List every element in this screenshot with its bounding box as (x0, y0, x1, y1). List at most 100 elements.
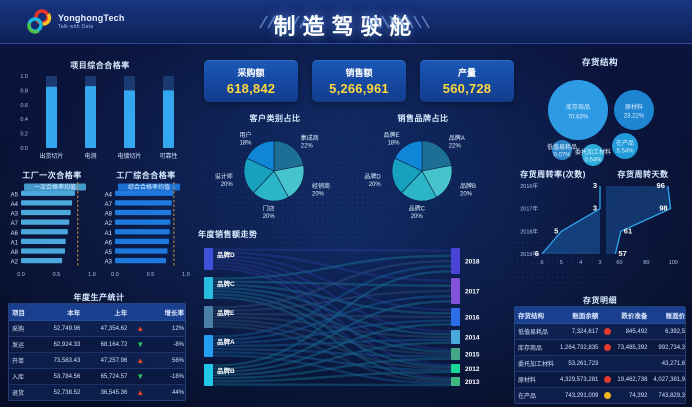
bubble-低值易耗品[interactable] (552, 140, 572, 160)
chart-text: 2017 (465, 289, 480, 296)
inventory-table[interactable]: 存货结构账面余额跌价准备账面价值低值易耗品7,324,617 845,4926,3… (515, 307, 685, 403)
pie-slice-品牌A[interactable] (421, 140, 452, 172)
table-row[interactable]: 开单 73,583.43 47,257.96 ▲ 56% (9, 352, 185, 369)
table-row[interactable]: 退货 52,738.52 36,545.36 ▲ 44% (9, 384, 185, 400)
chart-text: 2016 (465, 315, 480, 322)
kpi-card-purchase[interactable]: 采购额 618,842 (204, 60, 298, 102)
status-badge (601, 323, 615, 340)
kpi-card-output[interactable]: 产量 560,728 (420, 60, 514, 102)
turnover-days-area (606, 186, 671, 254)
production-table[interactable]: 项目 本年 上年 增长率 采购 52,749.96 47,354.62 ▲ 12% 发运 62,92… (9, 304, 185, 400)
pie-slice-设计师[interactable] (243, 157, 275, 194)
chart-text: 60 (616, 260, 622, 266)
sankey-node-2018[interactable] (451, 248, 460, 274)
pie-slice-集成商[interactable] (273, 140, 304, 172)
pie-slice-用户[interactable] (246, 140, 275, 172)
th-1: 本年 (36, 304, 84, 321)
sankey-node-品牌D[interactable] (204, 248, 213, 270)
kpi-card-sales[interactable]: 销售额 5,266,961 (312, 60, 406, 102)
trend-down-icon: ▼ (130, 368, 151, 385)
bar-A1[interactable] (21, 238, 66, 244)
chart-text: 0.07% (553, 153, 571, 159)
table-row[interactable]: 发运 62,924.33 68,164.72 ▼ -8% (9, 336, 185, 353)
sankey-link (212, 248, 452, 252)
cell-item: 发运 (9, 336, 37, 353)
sankey-node-品牌E[interactable] (204, 306, 213, 328)
table-row[interactable]: 采购 52,749.96 47,354.62 ▲ 12% (9, 320, 185, 337)
bar-A8[interactable] (21, 248, 66, 254)
bar-A6[interactable] (21, 229, 68, 235)
sankey-node-2016[interactable] (451, 308, 460, 326)
chart-text: 0.4 (20, 117, 28, 123)
bar-A5[interactable] (21, 190, 75, 196)
cell-previous: 68,164.72 (83, 336, 131, 353)
bar-A3[interactable] (115, 257, 167, 264)
chart-text: 品牌B (217, 366, 235, 375)
pie-slice-品牌D[interactable] (391, 157, 423, 194)
chart-text: 品牌E (217, 308, 235, 317)
bar-A7[interactable] (115, 200, 172, 206)
th-flag (601, 307, 615, 324)
bar-A2[interactable] (21, 257, 63, 264)
sankey-link (212, 254, 452, 311)
sankey-node-品牌B[interactable] (204, 364, 213, 386)
inventory-turnover-days-title: 存货周转天数 (617, 170, 669, 179)
bubble-在产品[interactable] (612, 133, 638, 159)
bar-A6[interactable] (115, 238, 169, 244)
cell-structure: 低值易耗品 (515, 323, 558, 340)
bar-project-电镀切片[interactable] (124, 90, 135, 148)
chart-text: A5 (11, 192, 19, 198)
bar-A4[interactable] (115, 190, 174, 196)
pie-slice-经销商[interactable] (273, 165, 305, 198)
chart-text: 集成商 (301, 134, 319, 142)
sankey-link (212, 286, 452, 336)
factory-first-pass-title: 工厂一次合格率 (22, 171, 82, 180)
cell-growth: -18% (150, 368, 185, 385)
th-4: 增长率 (150, 304, 185, 321)
bar-A2[interactable] (115, 219, 171, 225)
sankey-link (212, 270, 452, 367)
pie-slice-门店[interactable] (253, 170, 289, 202)
chart-text: 1.0 (182, 272, 190, 278)
sankey-node-品牌C[interactable] (204, 277, 213, 299)
pie-slice-品牌B[interactable] (421, 165, 453, 198)
bubble-原材料[interactable] (614, 90, 654, 130)
chart-text: 3 (593, 204, 597, 213)
pie-slice-品牌E[interactable] (394, 140, 423, 172)
bar-A8[interactable] (115, 209, 172, 216)
cell-previous: 47,354.62 (83, 320, 131, 337)
bar-A4[interactable] (21, 200, 73, 206)
chart-text: 20% (263, 214, 276, 220)
bar-project-可靠性[interactable] (163, 90, 174, 148)
chart-text: 18% (239, 141, 252, 147)
bar-project-电测[interactable] (85, 86, 96, 148)
bar-A1[interactable] (115, 229, 170, 235)
sankey-node-2014[interactable] (451, 330, 460, 344)
cell-provision: 74,392 (614, 387, 651, 403)
sankey-node-品牌A[interactable] (204, 335, 213, 357)
bubble-库存商品[interactable] (548, 80, 608, 140)
table-row[interactable]: 入库 53,784.56 65,724.57 ▼ -18% (9, 368, 185, 385)
slash-decor-right (365, 15, 430, 29)
bubble-委托加工材料[interactable] (582, 144, 604, 166)
chart-text: 2018年 (520, 227, 538, 235)
sankey-node-2012[interactable] (451, 364, 460, 373)
bar-A5[interactable] (115, 248, 168, 254)
bar-project-出货切片[interactable] (46, 86, 57, 148)
sankey-node-2017[interactable] (451, 278, 460, 304)
chart-text: 0.0 (17, 272, 25, 278)
sankey-node-2015[interactable] (451, 348, 460, 360)
cell-value: 43,271,623 (650, 355, 685, 372)
production-table-title: 年度生产统计 (73, 293, 125, 302)
bar-A3[interactable] (21, 209, 71, 216)
bar-A7[interactable] (21, 219, 70, 225)
chart-text: 2014 (465, 335, 480, 342)
pie-slice-品牌C[interactable] (401, 170, 437, 202)
chart-text: 4 (579, 260, 582, 266)
sankey-node-2013[interactable] (451, 377, 460, 386)
